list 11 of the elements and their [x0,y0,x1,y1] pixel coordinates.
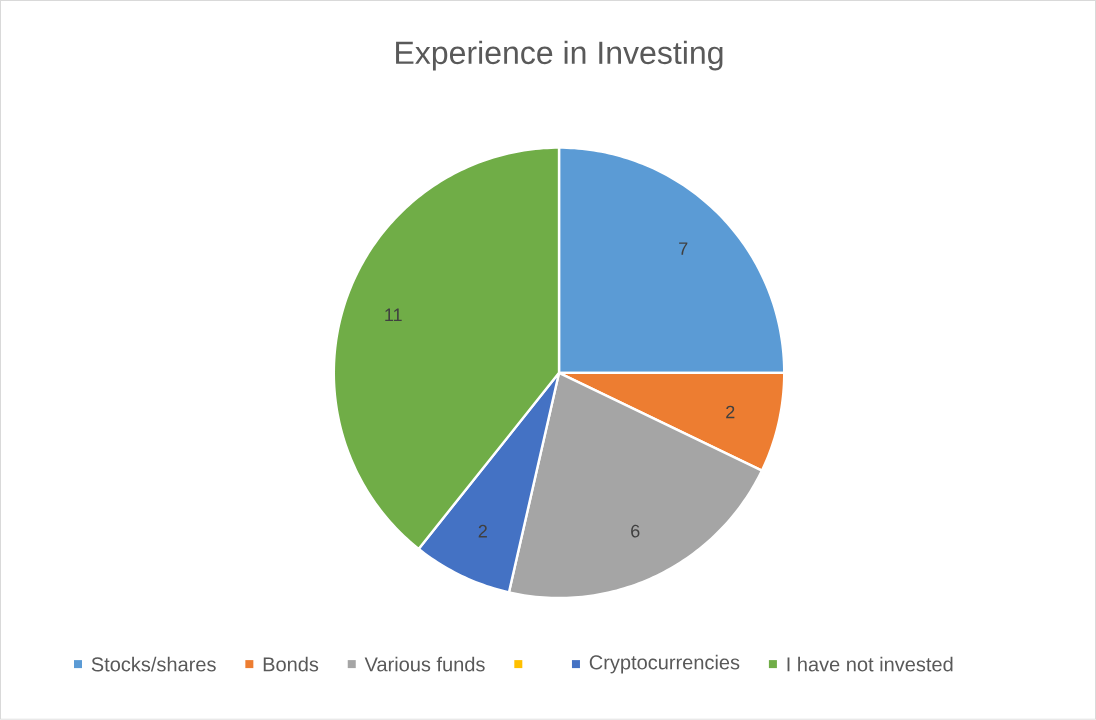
legend-label: Various funds [364,656,485,672]
legend-label: Stocks/shares [91,656,216,672]
data-label: 2 [726,405,735,419]
data-label: 11 [385,308,402,322]
legend-label: Cryptocurrencies [589,654,740,674]
data-label: 6 [631,524,640,538]
legend-label: I have not invested [787,656,953,672]
legend-label: Bonds [263,656,319,672]
data-label: 7 [679,242,688,255]
chart-title: Experience in Investing [396,40,723,71]
data-label: 2 [478,524,487,538]
